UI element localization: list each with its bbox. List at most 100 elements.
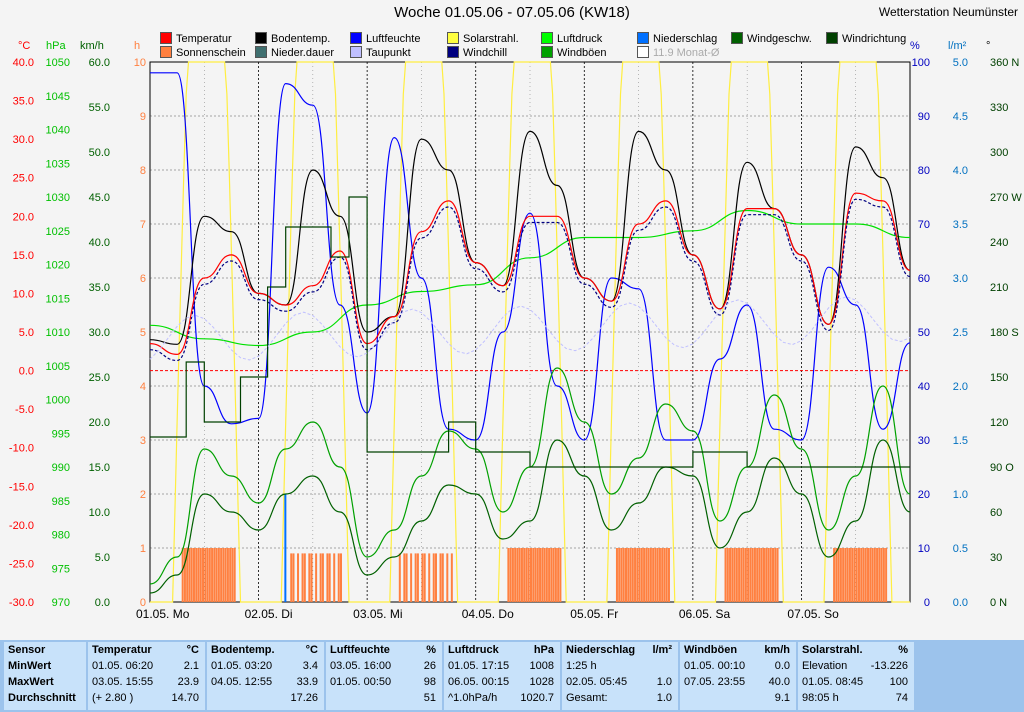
stats-cell-value: 98 — [423, 676, 436, 688]
stats-cell-value: °C — [186, 644, 199, 656]
stats-cell-label: 02.05. 05:45 — [566, 676, 628, 688]
stats-row: 01.05. 03:20 3.4 — [207, 660, 324, 676]
series-temperature — [149, 192, 911, 356]
stats-row: 07.05. 23:55 40.0 — [680, 676, 796, 692]
legend-label: Taupunkt — [366, 47, 411, 59]
sunshine-bar — [837, 548, 840, 602]
stats-cell-value: 74 — [895, 692, 908, 704]
legend-item-12: Windchill — [447, 46, 507, 59]
sunshine-bar — [518, 548, 521, 602]
dir-tick: 150 — [990, 372, 1008, 384]
sunshine-bar — [303, 553, 306, 602]
dir-tick: 270 W — [990, 192, 1022, 204]
sunshine-bar — [536, 548, 539, 602]
wind-tick: 5.0 — [95, 552, 110, 564]
sunshine-bar — [511, 548, 514, 602]
sunshine-bar — [190, 548, 193, 602]
stats-cell-label: (+ 2.80 ) — [92, 692, 134, 704]
sunshine-bar — [301, 553, 304, 602]
sunshine-bar — [534, 548, 537, 602]
temp-tick: 5.0 — [19, 327, 34, 339]
hum-tick: 30 — [918, 435, 930, 447]
sunshine-bar — [428, 553, 431, 602]
stats-column-1: Sensor MinWert MaxWert Durchschnitt — [4, 642, 86, 710]
press-tick: 1050 — [46, 57, 70, 69]
legend-label: 11.9 Monat-Ø — [653, 47, 720, 59]
legend-label: Nieder.dauer — [271, 47, 334, 59]
sunshine-bar — [882, 548, 885, 602]
series-gusts — [149, 367, 911, 585]
hum-tick: 50 — [918, 327, 930, 339]
series-dewpoint — [149, 296, 911, 361]
legend-item-5: Luftdruck — [541, 32, 602, 45]
legend-swatch — [255, 46, 267, 58]
rain-tick: 0.0 — [953, 597, 968, 609]
sunshine-bar — [333, 553, 336, 602]
stats-cell-label: Sensor — [8, 644, 46, 656]
sunshine-bar — [645, 548, 648, 602]
sunshine-bar — [625, 548, 627, 602]
stats-cell-label: Niederschlag — [566, 644, 636, 656]
stats-cell-value: 1020.7 — [520, 692, 554, 704]
sunshine-bar — [405, 553, 408, 602]
stats-cell-value: 26 — [423, 660, 436, 672]
stats-row: 01.05. 08:45 100 — [798, 676, 914, 692]
rain-tick: 1.0 — [953, 489, 968, 501]
stats-column-8: Solarstrahl.% Elevation -13.226 01.05. 08:4… — [798, 642, 914, 710]
stats-row: ^1.0hPa/h 1020.7 — [444, 692, 560, 708]
sunshine-bar — [446, 553, 449, 602]
stats-column-5: Luftdruck hPa 01.05. 17:15 1008 06.05. 00:15… — [444, 642, 560, 710]
stats-cell-value: °C — [305, 644, 318, 656]
sunshine-bar — [516, 548, 519, 602]
legend-label: Niederschlag — [653, 33, 718, 45]
sunshine-bar — [527, 548, 530, 602]
sun-tick: 5 — [140, 327, 146, 339]
dir-unit: ° — [986, 40, 991, 52]
sunshine-bar — [658, 548, 661, 602]
stats-row: 06.05. 00:15 1028 — [444, 676, 560, 692]
sunshine-bar — [192, 548, 195, 602]
sunshine-bar — [204, 548, 207, 602]
wind-tick: 35.0 — [89, 282, 110, 294]
sunshine-bar — [321, 553, 324, 602]
stats-cell-value: 3.4 — [302, 660, 318, 672]
legend-label: Windrichtung — [842, 33, 907, 45]
stats-cell-label: 01.05. 00:50 — [330, 676, 392, 688]
wind-tick: 20.0 — [89, 417, 110, 429]
sunshine-bar — [226, 548, 229, 602]
wind-tick: 60.0 — [89, 57, 110, 69]
sunshine-bar — [634, 548, 637, 602]
legend-swatch — [447, 46, 459, 58]
stats-cell-label: 01.05. 17:15 — [448, 660, 510, 672]
stats-cell-label: Luftfeuchte — [330, 644, 390, 656]
x-label: 04.05. Do — [462, 607, 514, 621]
sunshine-bar — [844, 548, 847, 602]
hum-tick: 80 — [918, 165, 930, 177]
sunshine-bar — [509, 548, 512, 602]
stats-header: Luftdruck hPa — [444, 644, 560, 660]
wind-tick: 40.0 — [89, 237, 110, 249]
sunshine-bar — [326, 553, 329, 602]
legend-item-14: 11.9 Monat-Ø — [637, 46, 719, 59]
sunshine-bar — [869, 548, 872, 602]
stats-cell-value: 1.0 — [656, 676, 672, 688]
sunshine-bar — [423, 553, 426, 602]
stats-row: Durchschnitt — [4, 692, 86, 708]
sunshine-bar — [729, 548, 732, 602]
sunshine-bar — [656, 548, 659, 602]
hum-tick: 90 — [918, 111, 930, 123]
sunshine-bar — [661, 548, 664, 602]
stats-cell-value: hPa — [533, 644, 554, 656]
sunshine-bar — [738, 548, 741, 602]
stats-cell-label: Elevation — [802, 660, 848, 672]
sunshine-bar — [548, 548, 551, 602]
sunshine-bar — [733, 548, 736, 602]
sunshine-bar — [627, 548, 630, 602]
stats-row: MaxWert — [4, 676, 86, 692]
press-tick: 1035 — [46, 158, 70, 170]
press-tick: 990 — [52, 462, 70, 474]
series-solar — [150, 61, 910, 603]
stats-row: 04.05. 12:55 33.9 — [207, 676, 324, 692]
sunshine-bar — [839, 548, 842, 602]
legend-swatch — [541, 32, 553, 44]
